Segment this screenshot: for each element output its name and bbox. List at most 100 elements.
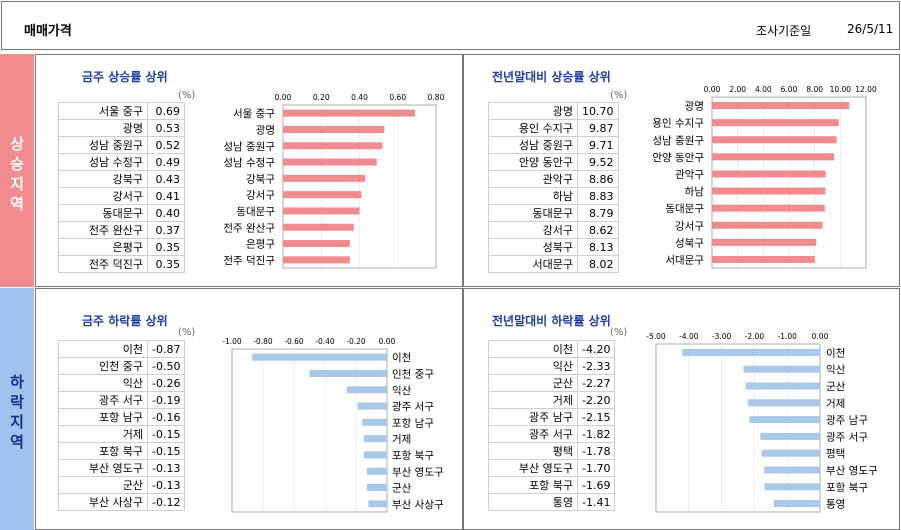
region-name: 성남 중원구 — [58, 136, 148, 154]
table-row: 용인 수지구 9.87 — [488, 119, 619, 137]
unit-label: (%) — [610, 327, 628, 338]
region-name: 서대문구 — [488, 255, 578, 273]
region-name: 광주 남구 — [488, 408, 578, 426]
table-row: 거제 -2.20 — [488, 391, 616, 409]
region-name: 동대문구 — [58, 204, 148, 222]
chart-title: 전년말대비 하락률 상위 — [492, 314, 611, 328]
rate-value: 0.37 — [147, 221, 185, 239]
panel-up-weekly — [35, 54, 463, 287]
region-name: 성북구 — [488, 238, 578, 256]
table-row: 부산 영도구 -1.70 — [488, 459, 616, 477]
rate-value: -0.50 — [146, 357, 186, 375]
table-row: 전주 완산구 0.37 — [58, 221, 185, 239]
table-row: 익산 -0.26 — [58, 374, 186, 392]
table-row: 관악구 8.86 — [488, 170, 619, 188]
rate-value: -0.12 — [146, 493, 186, 511]
table-row: 광주 남구 -2.15 — [488, 408, 616, 426]
table-row: 성남 수정구 0.49 — [58, 153, 185, 171]
region-name: 강서구 — [488, 221, 578, 239]
rate-value: 0.40 — [147, 204, 185, 222]
region-name: 부산 사상구 — [58, 493, 148, 511]
data-table: 이천 -0.87 인천 중구 -0.50 익산 -0.26 광주 서구 -0.19 포항 남구 -… — [58, 340, 186, 511]
page-title: 매매가격 — [24, 24, 72, 39]
rate-value: -2.27 — [576, 374, 616, 392]
rate-value: -2.15 — [576, 408, 616, 426]
header-box: 매매가격 조사기준일 26/5/11 — [1, 1, 900, 50]
rate-value: -0.87 — [146, 340, 186, 358]
table-row: 서대문구 8.02 — [488, 255, 619, 273]
rate-value: -0.15 — [146, 425, 186, 443]
panel-up-ytd — [463, 54, 900, 287]
rate-value: -1.69 — [576, 476, 616, 494]
region-name: 광주 서구 — [488, 425, 578, 443]
region-name: 광명 — [58, 119, 148, 137]
table-row: 포항 북구 -0.15 — [58, 442, 186, 460]
rate-value: 0.35 — [147, 255, 185, 273]
rate-value: -2.20 — [576, 391, 616, 409]
rate-value: -1.70 — [576, 459, 616, 477]
survey-date-label: 조사기준일 — [756, 24, 812, 38]
table-row: 성남 중원구 9.71 — [488, 136, 619, 154]
table-row: 안양 동안구 9.52 — [488, 153, 619, 171]
region-name: 군산 — [58, 476, 148, 494]
rate-value: -0.19 — [146, 391, 186, 409]
table-row: 전주 덕진구 0.35 — [58, 255, 185, 273]
table-row: 은평구 0.35 — [58, 238, 185, 256]
region-name: 안양 동안구 — [488, 153, 578, 171]
rate-value: 9.87 — [577, 119, 619, 137]
region-name: 이천 — [488, 340, 578, 358]
rate-value: -1.41 — [576, 493, 616, 511]
rate-value: 8.62 — [577, 221, 619, 239]
table-row: 포항 남구 -0.16 — [58, 408, 186, 426]
table-row: 광주 서구 -0.19 — [58, 391, 186, 409]
rate-value: 10.70 — [577, 102, 619, 120]
table-row: 성북구 8.13 — [488, 238, 619, 256]
data-table: 광명 10.70 용인 수지구 9.87 성남 중원구 9.71 안양 동안구 9.52 관악구… — [488, 102, 619, 273]
chart-title: 금주 하락률 상위 — [82, 314, 168, 328]
rate-value: 8.83 — [577, 187, 619, 205]
rate-value: 8.13 — [577, 238, 619, 256]
unit-label: (%) — [178, 327, 196, 338]
region-name: 이천 — [58, 340, 148, 358]
table-row: 강북구 0.43 — [58, 170, 185, 188]
table-row: 광명 10.70 — [488, 102, 619, 120]
rate-value: -0.26 — [146, 374, 186, 392]
region-name: 성남 중원구 — [488, 136, 578, 154]
region-name: 포항 북구 — [58, 442, 148, 460]
region-name: 포항 남구 — [58, 408, 148, 426]
region-name: 성남 수정구 — [58, 153, 148, 171]
rate-value: 9.71 — [577, 136, 619, 154]
table-row: 성남 중원구 0.52 — [58, 136, 185, 154]
region-name: 광명 — [488, 102, 578, 120]
table-row: 군산 -2.27 — [488, 374, 616, 392]
chart-title: 전년말대비 상승률 상위 — [492, 70, 611, 84]
table-row: 이천 -0.87 — [58, 340, 186, 358]
rate-value: -0.13 — [146, 459, 186, 477]
table-row: 강서구 0.41 — [58, 187, 185, 205]
region-name: 용인 수지구 — [488, 119, 578, 137]
table-row: 하남 8.83 — [488, 187, 619, 205]
region-name: 동대문구 — [488, 204, 578, 222]
rate-value: 8.02 — [577, 255, 619, 273]
region-name: 익산 — [488, 357, 578, 375]
rate-value: -0.13 — [146, 476, 186, 494]
data-table: 서울 중구 0.69 광명 0.53 성남 중원구 0.52 성남 수정구 0.49 강북구 0.… — [58, 102, 185, 273]
region-name: 강서구 — [58, 187, 148, 205]
region-name: 강북구 — [58, 170, 148, 188]
unit-label: (%) — [610, 90, 628, 101]
table-row: 통영 -1.41 — [488, 493, 616, 511]
side-up — [0, 54, 34, 287]
table-row: 광명 0.53 — [58, 119, 185, 137]
region-name: 광주 서구 — [58, 391, 148, 409]
rate-value: 0.43 — [147, 170, 185, 188]
rate-value: -4.20 — [576, 340, 616, 358]
side-down — [0, 288, 34, 530]
region-name: 군산 — [488, 374, 578, 392]
table-row: 동대문구 0.40 — [58, 204, 185, 222]
region-name: 인천 중구 — [58, 357, 148, 375]
region-name: 거제 — [58, 425, 148, 443]
region-name: 서울 중구 — [58, 102, 148, 120]
